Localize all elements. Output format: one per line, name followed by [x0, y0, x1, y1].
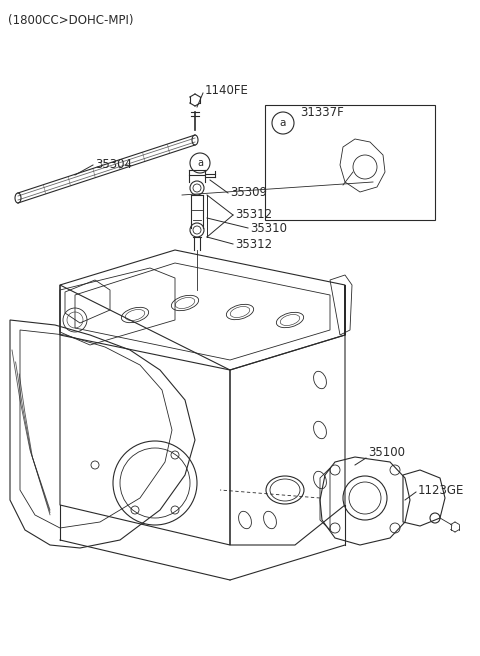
Text: 1140FE: 1140FE	[205, 83, 249, 96]
Text: 35310: 35310	[250, 222, 287, 234]
Text: a: a	[197, 158, 203, 168]
Text: 35100: 35100	[368, 447, 405, 459]
Text: (1800CC>DOHC-MPI): (1800CC>DOHC-MPI)	[8, 14, 133, 27]
Bar	[265, 105, 435, 220]
Text: 35312: 35312	[235, 237, 272, 251]
Text: 35309: 35309	[230, 186, 267, 199]
Text: 31337F: 31337F	[300, 106, 344, 119]
Text: 35312: 35312	[235, 209, 272, 222]
Text: 1123GE: 1123GE	[418, 483, 464, 497]
Text: 35304: 35304	[95, 159, 132, 171]
Text: a: a	[280, 118, 286, 128]
